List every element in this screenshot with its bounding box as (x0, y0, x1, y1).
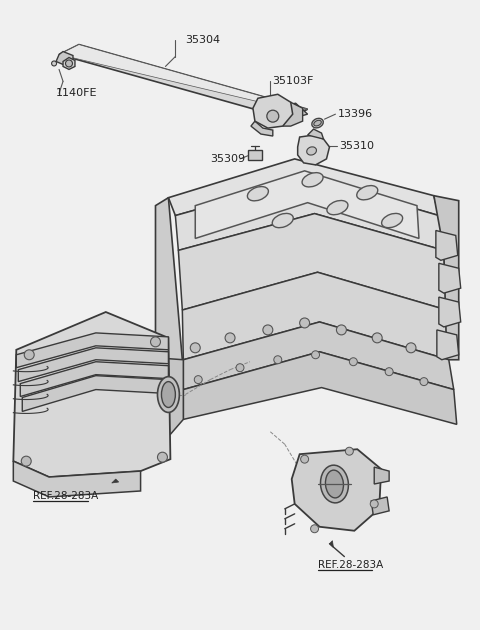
Circle shape (385, 368, 393, 375)
Ellipse shape (307, 147, 316, 155)
Polygon shape (434, 196, 459, 360)
Circle shape (420, 377, 428, 386)
Circle shape (267, 110, 279, 122)
Ellipse shape (272, 214, 293, 227)
Ellipse shape (247, 186, 268, 201)
Circle shape (157, 452, 168, 462)
Text: 35304: 35304 (185, 35, 220, 45)
Polygon shape (253, 94, 293, 128)
Polygon shape (275, 103, 308, 119)
Circle shape (51, 61, 57, 66)
Polygon shape (16, 333, 168, 368)
Ellipse shape (382, 214, 403, 227)
Circle shape (370, 500, 378, 508)
Text: REF.28-283A: REF.28-283A (318, 559, 383, 570)
Circle shape (190, 343, 200, 353)
Ellipse shape (321, 465, 348, 503)
Circle shape (236, 364, 244, 372)
Polygon shape (329, 541, 334, 547)
Polygon shape (20, 362, 168, 396)
Text: 1140FE: 1140FE (56, 88, 97, 98)
Polygon shape (437, 330, 459, 360)
Circle shape (300, 318, 310, 328)
Polygon shape (283, 102, 302, 126)
Polygon shape (371, 497, 389, 515)
Polygon shape (148, 358, 183, 434)
Ellipse shape (314, 120, 321, 126)
Polygon shape (13, 461, 141, 497)
Polygon shape (248, 150, 262, 160)
Circle shape (372, 333, 382, 343)
Circle shape (21, 456, 31, 466)
Polygon shape (156, 198, 183, 380)
Text: 35310: 35310 (339, 141, 374, 151)
Polygon shape (436, 231, 458, 260)
Ellipse shape (325, 470, 344, 498)
Polygon shape (59, 45, 308, 119)
Polygon shape (168, 159, 439, 215)
Polygon shape (18, 348, 168, 382)
Ellipse shape (157, 377, 180, 413)
Polygon shape (13, 312, 170, 477)
Ellipse shape (161, 382, 175, 408)
Polygon shape (251, 121, 273, 136)
Circle shape (65, 60, 72, 67)
Polygon shape (179, 214, 447, 310)
Polygon shape (175, 178, 444, 250)
Polygon shape (63, 57, 75, 69)
Text: 13396: 13396 (337, 109, 372, 119)
Polygon shape (22, 375, 168, 411)
Polygon shape (183, 352, 457, 425)
Circle shape (336, 325, 347, 335)
Ellipse shape (302, 173, 323, 187)
Polygon shape (112, 479, 119, 483)
Circle shape (406, 343, 416, 353)
Circle shape (346, 447, 353, 455)
Text: 35309: 35309 (210, 154, 245, 164)
Polygon shape (439, 297, 461, 327)
Ellipse shape (327, 200, 348, 215)
Circle shape (300, 455, 309, 463)
Polygon shape (59, 45, 308, 109)
Ellipse shape (312, 118, 323, 128)
Circle shape (194, 375, 202, 384)
Circle shape (263, 325, 273, 335)
Polygon shape (195, 171, 419, 238)
Polygon shape (298, 135, 329, 165)
Polygon shape (182, 272, 449, 360)
Circle shape (151, 337, 160, 346)
Text: REF.28-283A: REF.28-283A (33, 491, 98, 501)
Polygon shape (56, 52, 73, 64)
Polygon shape (439, 263, 461, 293)
Polygon shape (183, 322, 454, 389)
Polygon shape (374, 467, 389, 484)
Circle shape (24, 350, 34, 360)
Ellipse shape (357, 186, 378, 200)
Circle shape (225, 333, 235, 343)
Circle shape (274, 356, 282, 364)
Circle shape (312, 351, 320, 358)
Text: 35103F: 35103F (272, 76, 313, 86)
Circle shape (311, 525, 319, 533)
Polygon shape (308, 129, 324, 139)
Polygon shape (292, 449, 381, 530)
Circle shape (349, 358, 357, 365)
